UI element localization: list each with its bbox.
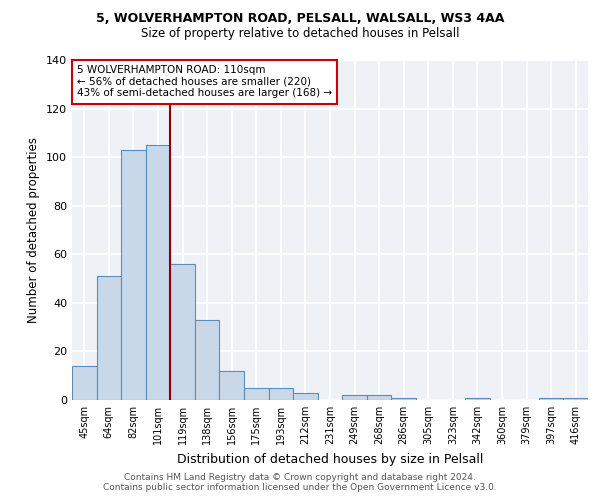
Text: Size of property relative to detached houses in Pelsall: Size of property relative to detached ho…	[141, 28, 459, 40]
Bar	[220, 371, 244, 400]
Bar	[391, 398, 416, 400]
Bar	[72, 366, 97, 400]
Text: Contains HM Land Registry data © Crown copyright and database right 2024.
Contai: Contains HM Land Registry data © Crown c…	[103, 473, 497, 492]
Bar	[539, 398, 563, 400]
Bar	[146, 145, 170, 400]
Bar	[269, 388, 293, 400]
Bar	[97, 276, 121, 400]
X-axis label: Distribution of detached houses by size in Pelsall: Distribution of detached houses by size …	[177, 452, 483, 466]
Bar	[367, 395, 391, 400]
Bar	[293, 392, 318, 400]
Bar	[195, 320, 220, 400]
Text: 5, WOLVERHAMPTON ROAD, PELSALL, WALSALL, WS3 4AA: 5, WOLVERHAMPTON ROAD, PELSALL, WALSALL,…	[96, 12, 504, 26]
Bar	[563, 398, 588, 400]
Bar	[121, 150, 146, 400]
Text: 5 WOLVERHAMPTON ROAD: 110sqm
← 56% of detached houses are smaller (220)
43% of s: 5 WOLVERHAMPTON ROAD: 110sqm ← 56% of de…	[77, 65, 332, 98]
Y-axis label: Number of detached properties: Number of detached properties	[28, 137, 40, 323]
Bar	[465, 398, 490, 400]
Bar	[342, 395, 367, 400]
Bar	[244, 388, 269, 400]
Bar	[170, 264, 195, 400]
